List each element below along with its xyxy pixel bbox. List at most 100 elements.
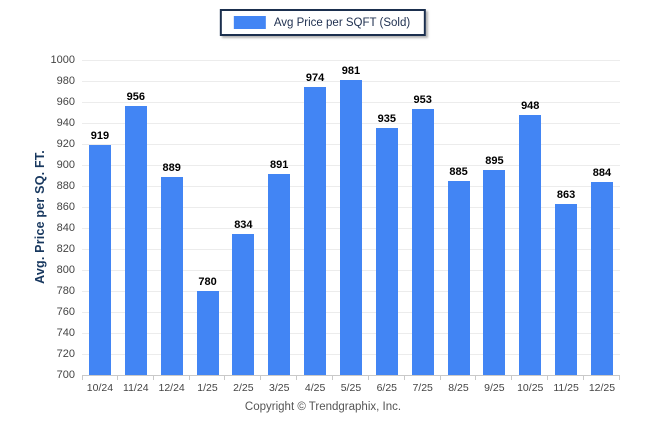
x-axis-tick-label: 10/24	[86, 382, 114, 394]
x-axis-tick-label: 11/24	[123, 382, 149, 394]
x-axis-tick	[332, 375, 334, 380]
bar	[375, 128, 398, 375]
y-axis-tick-label: 840	[56, 221, 75, 234]
bar	[590, 181, 613, 375]
x-axis-tick-label: 10/25	[517, 382, 544, 394]
bar-slot: 889 12/24	[154, 60, 190, 394]
bar	[304, 87, 327, 375]
legend-label: Avg Price per SQFT (Sold)	[273, 16, 411, 29]
bar-value-label: 889	[162, 161, 181, 174]
bar-value-label: 891	[270, 159, 289, 172]
y-axis-tick-label: 940	[56, 116, 75, 129]
y-axis-tick-label: 880	[56, 179, 75, 192]
bar-slot: 935 6/25	[369, 60, 405, 394]
copyright: Copyright © Trendgraphix, Inc.	[244, 401, 402, 413]
bar	[339, 79, 362, 375]
bar-value-label: 948	[521, 99, 540, 112]
bar-value-label: 956	[126, 91, 145, 104]
plot-area: 700 720 740 760 780 800 820 840 860 880 900 920 940 9…	[51, 54, 620, 394]
y-axis-tick-label: 720	[56, 347, 75, 360]
bar-value-label: 935	[377, 113, 396, 126]
bar-value-label: 953	[413, 94, 432, 107]
bar	[232, 234, 255, 375]
bar-slot: 956 11/24	[118, 60, 154, 394]
y-axis-tick-label: 760	[56, 305, 75, 318]
legend: Avg Price per SQFT (Sold)	[219, 9, 427, 36]
bar	[88, 145, 111, 375]
x-axis-tick-label: 3/25	[269, 382, 290, 394]
x-axis-tick-label: 9/25	[484, 382, 505, 394]
bar-slot: 948 10/25	[512, 60, 549, 394]
bar-series: 919 10/24 956 11/24 889 12/24 780 1/25 834 2/25 89…	[82, 60, 620, 394]
x-axis-tick	[152, 375, 154, 380]
x-axis-tick	[367, 375, 369, 380]
y-axis-tick-label: 960	[56, 95, 75, 108]
bar-value-label: 863	[556, 188, 576, 201]
bar-value-label: 919	[90, 130, 110, 143]
x-axis-tick	[82, 375, 83, 380]
x-axis-tick	[511, 375, 513, 380]
y-axis-tick-label: 700	[56, 368, 75, 381]
x-axis-tick-label: 1/25	[197, 382, 218, 394]
x-axis-tick-label: 12/25	[588, 382, 616, 394]
y-axis-tick-label: 820	[56, 242, 75, 255]
x-axis-tick	[224, 375, 226, 380]
gridline	[82, 59, 620, 61]
bar	[519, 114, 542, 375]
legend-swatch-icon	[233, 16, 266, 29]
x-axis-tick	[403, 375, 405, 380]
bar-value-label: 981	[341, 64, 361, 77]
x-axis-tick-label: 12/24	[158, 382, 185, 394]
bar	[196, 291, 219, 375]
x-axis-tick	[296, 375, 298, 380]
bar-slot: 974 4/25	[297, 60, 334, 394]
x-axis-tick-label: 4/25	[304, 382, 326, 394]
x-axis-tick-label: 7/25	[412, 382, 433, 394]
x-axis-tick-label: 8/25	[448, 382, 469, 394]
bar-slot: 884 12/25	[584, 60, 620, 394]
bar-value-label: 834	[234, 219, 253, 232]
y-axis-tick-label: 740	[56, 326, 75, 339]
x-axis-tick	[260, 375, 262, 380]
y-axis-tick-label: 980	[56, 74, 75, 87]
bar-slot: 981 5/25	[333, 60, 369, 394]
x-axis-tick-label: 11/25	[553, 382, 579, 394]
bar-slot: 919 10/24	[82, 60, 118, 394]
bar-slot: 895 9/25	[476, 60, 513, 394]
x-axis-tick	[547, 375, 549, 380]
bar-slot: 834 2/25	[225, 60, 262, 394]
x-axis-tick	[439, 375, 441, 380]
y-axis-tick-label: 800	[56, 263, 75, 276]
x-axis-tick	[618, 375, 620, 380]
bar-slot: 780 1/25	[190, 60, 226, 394]
y-axis-tick-label: 900	[56, 158, 75, 171]
bar-value-label: 885	[449, 165, 468, 178]
bar	[483, 170, 506, 375]
bar	[411, 109, 434, 375]
bar-slot: 885 8/25	[441, 60, 477, 394]
bar	[555, 203, 578, 375]
y-axis-tick-label: 780	[56, 284, 75, 297]
bar-value-label: 884	[592, 166, 612, 179]
bar-slot: 863 11/25	[548, 60, 585, 394]
bar-slot: 953 7/25	[405, 60, 441, 394]
bar	[124, 106, 147, 375]
bar-value-label: 974	[305, 72, 325, 85]
bar-slot: 891 3/25	[261, 60, 298, 394]
y-axis-tick-label: 920	[56, 137, 75, 150]
x-axis-tick	[188, 375, 190, 380]
bar-value-label: 780	[198, 276, 217, 288]
bar	[447, 180, 470, 375]
bar	[160, 176, 183, 375]
bar	[268, 174, 291, 375]
x-axis-tick	[116, 375, 118, 380]
x-axis-tick-label: 5/25	[340, 382, 362, 394]
x-axis-tick	[583, 375, 585, 380]
x-axis-tick-label: 2/25	[233, 382, 254, 394]
x-axis-tick	[475, 375, 477, 380]
y-axis-tick-label: 1000	[50, 53, 75, 66]
x-axis-tick-label: 6/25	[376, 382, 398, 394]
y-axis-tick-label: 860	[56, 200, 75, 213]
bar-value-label: 895	[485, 155, 504, 168]
